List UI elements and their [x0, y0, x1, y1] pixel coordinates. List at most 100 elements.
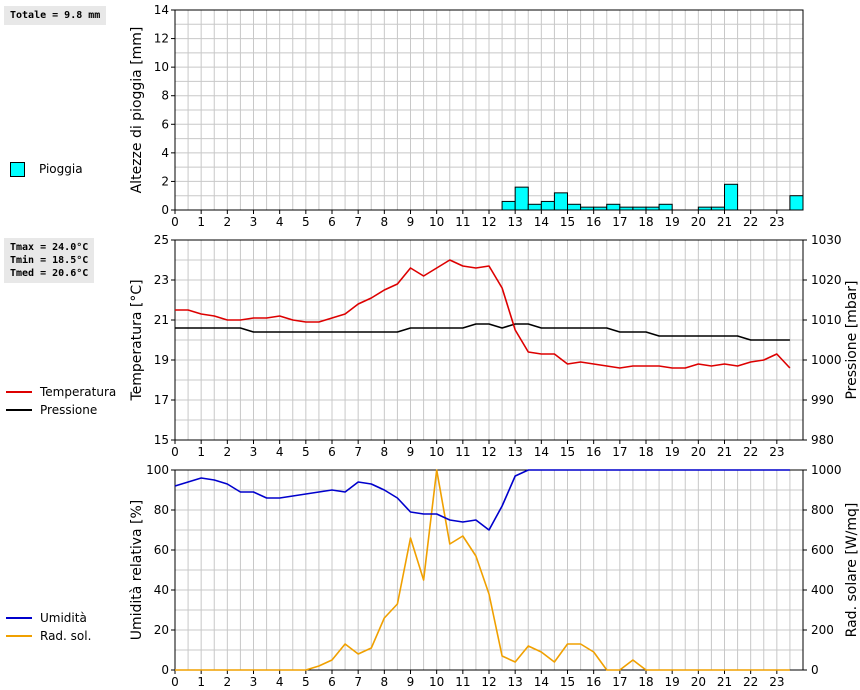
x-tick-label: 20 [691, 215, 706, 229]
y-tick-label: 12 [154, 32, 169, 46]
temperature-legend: Temperatura Pressione [6, 383, 116, 419]
x-tick-label: 14 [534, 675, 549, 689]
tmed-text: Tmed = 20.6°C [10, 268, 89, 279]
y-axis-label: Altezze di pioggia [mm] [129, 27, 145, 194]
y-tick-label: 10 [154, 60, 169, 74]
x-tick-label: 22 [743, 675, 758, 689]
x-tick-label: 2 [224, 445, 232, 459]
y-right-tick-label: 1010 [811, 313, 842, 327]
x-tick-label: 1 [197, 675, 205, 689]
y-tick-label: 17 [154, 393, 169, 407]
y-right-tick-label: 0 [811, 663, 819, 677]
x-tick-label: 9 [407, 675, 415, 689]
rain-bar [710, 206, 726, 211]
x-tick-label: 5 [302, 675, 310, 689]
y-right-tick-label: 600 [811, 543, 834, 557]
x-tick-label: 13 [508, 215, 523, 229]
x-tick-label: 2 [224, 215, 232, 229]
y-tick-label: 20 [154, 623, 169, 637]
x-tick-label: 21 [717, 215, 732, 229]
y-right-tick-label: 1030 [811, 233, 842, 247]
y-right-tick-label: 1000 [811, 353, 842, 367]
right-series-line [175, 469, 790, 671]
y-right-tick-label: 400 [811, 583, 834, 597]
x-tick-label: 12 [481, 675, 496, 689]
rain-bar [606, 203, 621, 211]
rain-bar [632, 206, 647, 211]
radiation-swatch-icon [6, 635, 32, 637]
rain-bar [697, 206, 712, 211]
legend-label-pressure: Pressione [40, 403, 98, 417]
y-tick-label: 0 [161, 663, 169, 677]
y-tick-label: 0 [161, 203, 169, 217]
x-tick-label: 3 [250, 675, 258, 689]
y-tick-label: 4 [161, 146, 169, 160]
y-right-tick-label: 200 [811, 623, 834, 637]
y-tick-label: 19 [154, 353, 169, 367]
x-tick-label: 19 [665, 675, 680, 689]
y-tick-label: 6 [161, 117, 169, 131]
y-tick-label: 15 [154, 433, 169, 447]
x-tick-label: 3 [250, 215, 258, 229]
x-tick-label: 10 [429, 675, 444, 689]
x-tick-label: 20 [691, 445, 706, 459]
x-tick-label: 23 [769, 445, 784, 459]
x-tick-label: 18 [638, 675, 653, 689]
rain-bar [658, 203, 673, 211]
x-tick-label: 5 [302, 445, 310, 459]
legend-item-radiation: Rad. sol. [6, 627, 91, 645]
x-tick-label: 17 [612, 445, 627, 459]
x-tick-label: 21 [717, 675, 732, 689]
y-tick-label: 60 [154, 543, 169, 557]
x-tick-label: 16 [586, 445, 601, 459]
rain-bar [724, 183, 739, 211]
legend-item-rain: Pioggia [6, 160, 83, 178]
x-tick-label: 1 [197, 445, 205, 459]
x-tick-label: 16 [586, 675, 601, 689]
x-tick-label: 22 [743, 445, 758, 459]
x-tick-label: 4 [276, 445, 284, 459]
y-right-tick-label: 800 [811, 503, 834, 517]
x-tick-label: 20 [691, 675, 706, 689]
legend-item-humidity: Umidità [6, 609, 91, 627]
left-series-line [174, 469, 790, 531]
rain-total-text: Totale = 9.8 mm [10, 10, 101, 21]
x-tick-label: 1 [197, 215, 205, 229]
tmax-text: Tmax = 24.0°C [10, 242, 89, 253]
x-tick-label: 2 [224, 675, 232, 689]
y-right-tick-label: 990 [811, 393, 834, 407]
legend-item-pressure: Pressione [6, 401, 116, 419]
rain-bar [527, 203, 542, 211]
x-tick-label: 22 [743, 215, 758, 229]
x-tick-label: 10 [429, 445, 444, 459]
x-tick-label: 14 [534, 215, 549, 229]
x-tick-label: 17 [612, 215, 627, 229]
y-tick-label: 25 [154, 233, 169, 247]
humidity-legend: Umidità Rad. sol. [6, 609, 91, 645]
x-tick-label: 15 [560, 675, 575, 689]
x-tick-label: 0 [171, 215, 179, 229]
x-tick-label: 0 [171, 675, 179, 689]
x-tick-label: 4 [276, 675, 284, 689]
temperature-stats-box: Tmax = 24.0°C Tmin = 18.5°C Tmed = 20.6°… [4, 238, 95, 283]
legend-label-radiation: Rad. sol. [40, 629, 92, 643]
rain-bar [514, 186, 529, 211]
rain-bar [645, 206, 660, 211]
x-tick-label: 11 [455, 445, 470, 459]
x-tick-label: 19 [665, 215, 680, 229]
x-tick-label: 7 [354, 445, 362, 459]
x-tick-label: 5 [302, 215, 310, 229]
x-tick-label: 7 [354, 215, 362, 229]
y-tick-label: 23 [154, 273, 169, 287]
x-tick-label: 0 [171, 445, 179, 459]
x-tick-label: 19 [665, 445, 680, 459]
x-tick-label: 8 [381, 445, 389, 459]
x-tick-label: 14 [534, 445, 549, 459]
y-axis-label: Temperatura [°C] [129, 279, 145, 401]
temperature-swatch-icon [6, 391, 32, 393]
x-tick-label: 7 [354, 675, 362, 689]
y-tick-label: 2 [161, 174, 169, 188]
legend-label-humidity: Umidità [40, 611, 87, 625]
x-tick-label: 23 [769, 675, 784, 689]
y-right-tick-label: 980 [811, 433, 834, 447]
